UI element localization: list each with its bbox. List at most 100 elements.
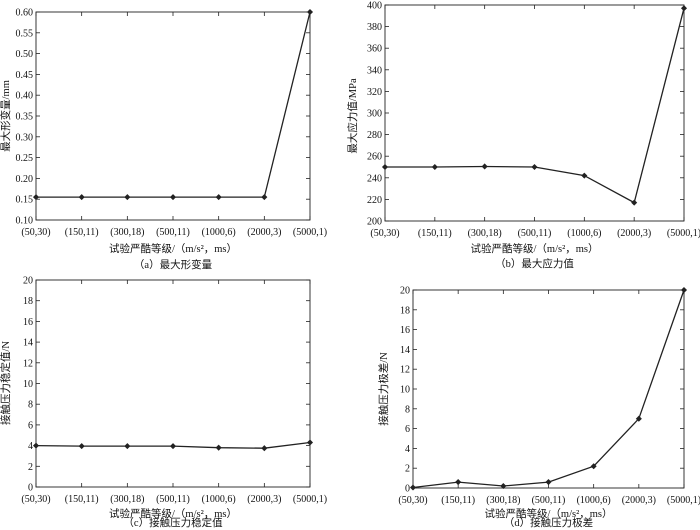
data-point — [261, 194, 268, 201]
chart-c: 0 2 4 6 8 10 12 14 16 18 20 (50,30) (150,11) (300,18)… — [0, 276, 327, 530]
y-tick-label: 18 — [23, 296, 33, 307]
y-axis-label: 最大应力值/MPa — [346, 78, 359, 154]
data-point — [215, 194, 222, 201]
y-tick-label: 20 — [23, 276, 33, 287]
y-tick-label: 240 — [367, 173, 382, 184]
data-point — [32, 442, 40, 449]
x-tick-label: (300,18) — [468, 228, 502, 239]
data-point — [169, 194, 177, 201]
y-tick-label: 260 — [367, 152, 382, 163]
x-tick-label: (150,11) — [65, 227, 99, 238]
series-line — [36, 11, 311, 198]
x-tick-label: (50,30) — [398, 495, 427, 506]
y-tick-label: 380 — [367, 22, 382, 33]
y-tick-label: 0.10 — [16, 216, 34, 227]
y-tick-label: 8 — [28, 400, 33, 411]
x-tick-label: (1000,6) — [567, 228, 601, 239]
plot-frame — [35, 11, 311, 221]
plot-frame — [35, 279, 311, 488]
x-tick-label: (2000,3) — [617, 228, 651, 239]
y-tick-label: 0 — [28, 483, 33, 494]
data-point — [124, 443, 131, 450]
y-tick-label: 360 — [367, 44, 382, 55]
x-tick-label: (150,11) — [65, 494, 99, 505]
chart-a: 0.10 0.15 0.20 0.25 0.30 0.35 0.40 0.45 0.50 0.55… — [0, 8, 327, 272]
y-tick-label: 0.50 — [16, 49, 34, 60]
x-tick-label: (300,18) — [110, 494, 144, 505]
x-tick-label: (1000,6) — [202, 494, 236, 505]
y-tick-label: 200 — [367, 217, 382, 228]
subfigure-caption: （a）最大形变量 — [134, 258, 213, 271]
chart-d: 0 2 4 6 8 10 12 14 16 18 20 (50,30) (150,11) (300,18)… — [377, 286, 700, 530]
x-tick-label: (5000,1) — [293, 494, 327, 505]
y-axis-label: 接触压力极差/N — [377, 352, 390, 426]
y-tick-label: 4 — [28, 441, 33, 452]
x-axis-label: 试验严酷等级/（m/s²，ms） — [471, 242, 599, 255]
y-tick-label: 0.40 — [16, 91, 34, 102]
x-axis-label: 试验严酷等级/（m/s²，ms） — [109, 242, 237, 255]
y-tick-label: 18 — [400, 305, 410, 316]
data-point — [635, 415, 642, 422]
data-point — [306, 439, 314, 446]
y-tick-label: 8 — [405, 404, 410, 415]
data-point — [431, 163, 438, 171]
y-tick-label: 6 — [28, 420, 33, 431]
data-point — [680, 5, 688, 12]
y-tick-label: 10 — [400, 385, 410, 396]
data-point — [481, 163, 488, 170]
data-point — [306, 8, 314, 16]
data-point — [590, 463, 597, 470]
data-point — [215, 444, 222, 451]
y-tick-label: 2 — [405, 464, 410, 475]
data-point — [680, 286, 688, 294]
y-tick-label: 6 — [405, 424, 410, 435]
x-tick-label: (2000,3) — [247, 227, 281, 238]
y-tick-label: 0.30 — [16, 132, 34, 143]
y-tick-label: 220 — [367, 195, 382, 206]
x-axis-label: 试验严酷等级/（m/s²，ms） — [485, 507, 613, 520]
x-tick-label: (300,18) — [486, 495, 520, 506]
y-tick-label: 10 — [23, 379, 33, 390]
x-tick-label: (2000,3) — [247, 494, 281, 505]
data-point — [78, 443, 85, 450]
x-tick-label: (300,18) — [110, 227, 144, 238]
data-point — [124, 194, 131, 201]
y-tick-label: 320 — [367, 87, 382, 98]
y-tick-label: 400 — [367, 1, 382, 12]
subfigure-caption: （c）接触压力稳定值 — [123, 516, 223, 529]
x-tick-label: (1000,6) — [577, 495, 611, 506]
subfigure-caption: （d）接触压力极差 — [504, 516, 593, 529]
data-point — [531, 163, 538, 171]
series-line — [385, 8, 685, 204]
y-tick-label: 0.35 — [16, 112, 34, 123]
y-tick-label: 16 — [400, 325, 410, 336]
data-point — [500, 482, 507, 490]
y-tick-label: 0.45 — [16, 70, 34, 81]
y-tick-label: 12 — [23, 358, 33, 369]
x-tick-label: (500,11) — [156, 227, 190, 238]
y-tick-label: 12 — [400, 365, 410, 376]
subfigure-caption: （b）最大应力值 — [495, 257, 574, 270]
x-tick-label: (150,11) — [441, 495, 475, 506]
y-tick-label: 0 — [405, 484, 410, 495]
plot-frame — [384, 4, 685, 222]
x-tick-label: (1000,6) — [202, 227, 236, 238]
data-point — [261, 445, 268, 452]
y-tick-label: 280 — [367, 130, 382, 141]
series-line — [412, 289, 685, 489]
data-point — [631, 199, 638, 206]
data-point — [455, 479, 462, 486]
x-tick-label: (150,11) — [418, 228, 452, 239]
y-tick-label: 2 — [28, 462, 33, 473]
y-tick-label: 20 — [400, 286, 410, 297]
x-axis-label: 试验严酷等级/（m/s²，ms） — [109, 507, 237, 520]
data-point — [381, 163, 389, 171]
x-tick-label: (5000,1) — [293, 227, 327, 238]
y-tick-label: 0.60 — [16, 8, 34, 19]
data-point — [78, 194, 85, 201]
y-tick-label: 300 — [367, 109, 382, 120]
data-point — [409, 484, 417, 491]
x-tick-label: (2000,3) — [622, 495, 656, 506]
plot-frame — [412, 289, 685, 489]
